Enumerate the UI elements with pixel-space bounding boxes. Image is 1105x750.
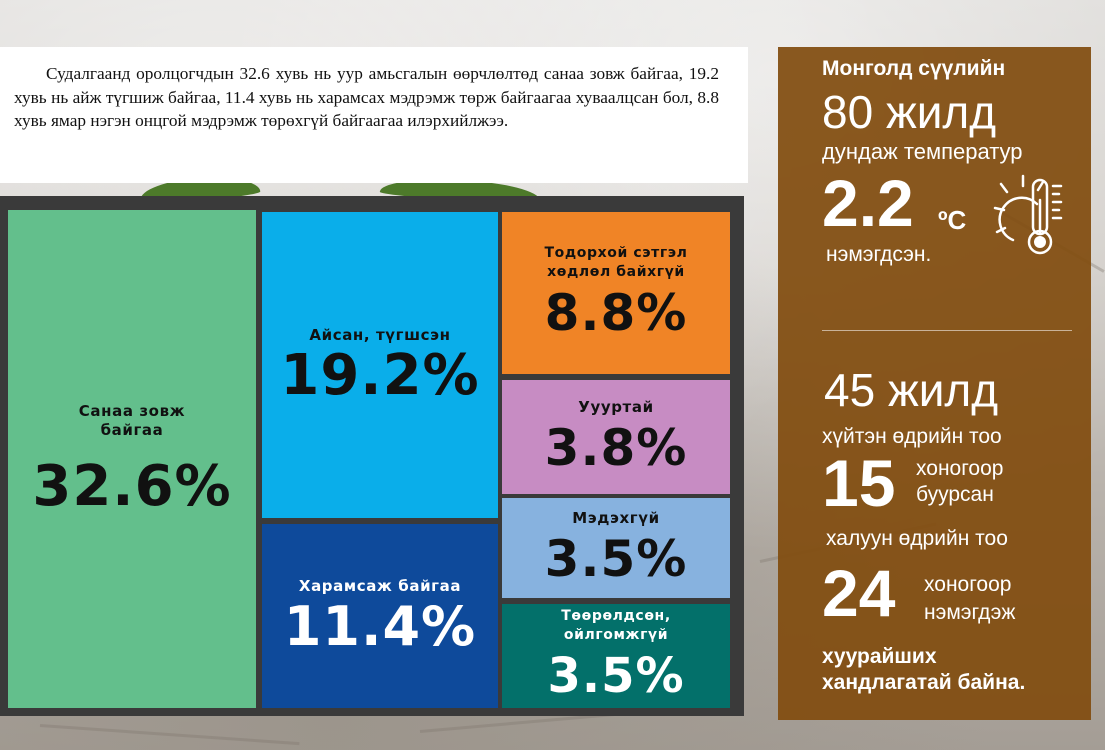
years-45-label: 45 жилд	[824, 364, 999, 416]
treemap-tile-value: 32.6%	[32, 454, 232, 519]
intro-paragraph: Судалгаанд оролцогчдын 32.6 хувь нь уур …	[14, 64, 719, 130]
treemap-tile-value: 3.5%	[547, 648, 685, 704]
hot-days-label: халуун өдрийн тоо	[826, 527, 1008, 550]
intro-box	[0, 47, 748, 183]
treemap-tile-label: Уууртай	[578, 397, 654, 416]
treemap-tile-label: Мэдэхгүй	[572, 508, 660, 527]
treemap-tile: Тодорхой сэтгэл хөдлөл байхгүй 8.8%	[502, 212, 730, 374]
sun-thermometer-icon	[993, 174, 1063, 255]
treemap-tile-value: 19.2%	[280, 342, 480, 408]
treemap-tile-value: 3.8%	[544, 418, 688, 477]
cold-days-label: хүйтэн өдрийн тоо	[822, 425, 1002, 448]
treemap-tile-value: 11.4%	[283, 594, 477, 658]
cold-days-value: 15	[822, 446, 896, 520]
panel-heading: Монголд сүүлийн	[822, 57, 1006, 80]
treemap-tile: Санаа зовж байгаа 32.6%	[8, 210, 256, 708]
treemap-tile-label: Төөрөлдсөн, ойлгомжгүй	[561, 608, 671, 643]
hot-days-change: нэмэгдэж	[924, 601, 1016, 624]
panel-divider	[822, 330, 1072, 331]
years-80-label: 80 жилд	[822, 86, 997, 138]
temp-unit: ºC	[938, 205, 967, 235]
treemap-tile-label: Тодорхой сэтгэл хөдлөл байхгүй	[544, 245, 688, 280]
hot-days-unit: хоногоор	[924, 573, 1012, 596]
treemap-tile: Төөрөлдсөн, ойлгомжгүй 3.5%	[502, 604, 730, 708]
ground-crack	[39, 724, 300, 746]
hot-days-value: 24	[822, 556, 896, 630]
treemap-tile-label: Айсан, түгшсэн	[309, 325, 451, 344]
treemap-tile-value: 8.8%	[544, 284, 688, 342]
treemap-tile: Мэдэхгүй 3.5%	[502, 498, 730, 598]
treemap-tile-value: 3.5%	[544, 529, 688, 588]
cold-days-unit: хоногоор	[916, 457, 1004, 480]
treemap-tile: Уууртай 3.8%	[502, 380, 730, 494]
climate-facts-panel: Монголд сүүлийн 80 жилд дундаж температу…	[778, 47, 1091, 720]
treemap-tile: Харамсаж байгаа 11.4%	[262, 524, 498, 708]
treemap-chart: Санаа зовж байгаа 32.6% Айсан, түгшсэн 19.2…	[0, 196, 744, 716]
treemap-tile-label: Санаа зовж байгаа	[78, 402, 186, 439]
cold-days-change: буурсан	[916, 483, 994, 506]
treemap-tile-label: Харамсаж байгаа	[298, 576, 462, 595]
increased-label: нэмэгдсэн.	[826, 243, 932, 266]
trend-line-2: хандлагатай байна.	[822, 671, 1026, 694]
temp-value: 2.2	[822, 166, 914, 240]
trend-line-1: хуурайших	[822, 645, 937, 668]
treemap-tile: Айсан, түгшсэн 19.2%	[262, 212, 498, 518]
avg-temp-label: дундаж температур	[822, 139, 1023, 164]
